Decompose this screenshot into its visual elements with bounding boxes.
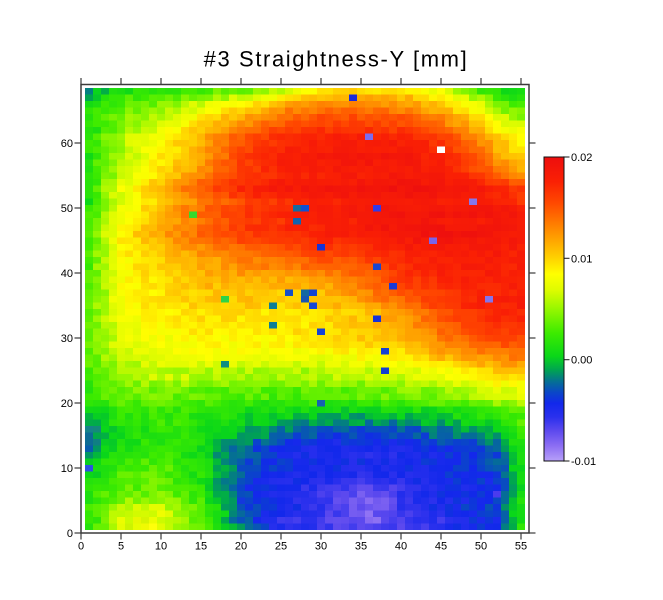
svg-text:45: 45 — [435, 541, 447, 553]
svg-text:40: 40 — [61, 268, 73, 280]
svg-text:15: 15 — [195, 541, 207, 553]
svg-text:40: 40 — [395, 541, 407, 553]
svg-text:20: 20 — [61, 398, 73, 410]
svg-text:0.01: 0.01 — [571, 253, 592, 265]
svg-text:25: 25 — [275, 541, 287, 553]
svg-text:#3 Straightness-Y [mm]: #3 Straightness-Y [mm] — [204, 47, 469, 72]
svg-text:20: 20 — [235, 541, 247, 553]
svg-text:30: 30 — [315, 541, 327, 553]
svg-text:35: 35 — [355, 541, 367, 553]
svg-text:30: 30 — [61, 333, 73, 345]
svg-text:55: 55 — [515, 541, 527, 553]
svg-text:50: 50 — [475, 541, 487, 553]
svg-text:0: 0 — [78, 541, 84, 553]
svg-text:0.00: 0.00 — [571, 355, 592, 367]
svg-text:10: 10 — [61, 463, 73, 475]
svg-text:-0.01: -0.01 — [571, 456, 596, 468]
svg-text:0: 0 — [67, 528, 73, 540]
svg-text:60: 60 — [61, 138, 73, 150]
svg-text:5: 5 — [118, 541, 124, 553]
svg-text:0.02: 0.02 — [571, 152, 592, 164]
svg-text:10: 10 — [155, 541, 167, 553]
svg-text:50: 50 — [61, 203, 73, 215]
